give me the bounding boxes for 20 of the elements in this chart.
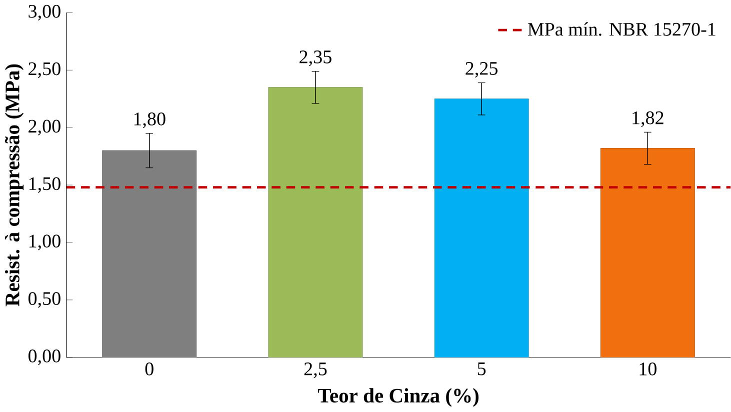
y-axis-title: Resist. à compressão (MPa) — [4, 64, 24, 306]
y-tick-label: 0,50 — [28, 292, 60, 308]
x-tick-label: 0 — [145, 362, 154, 376]
y-tick-label: 3,00 — [28, 5, 60, 21]
bar — [102, 150, 197, 358]
y-tick-label: 1,50 — [29, 177, 60, 193]
x-tick-label: 10 — [640, 362, 656, 376]
data-label: 2,35 — [300, 50, 332, 66]
x-axis-title: Teor de Cinza (%) — [318, 388, 479, 407]
data-label: 2,25 — [466, 62, 498, 78]
data-label: 1,80 — [134, 112, 166, 128]
legend-label: MPa mín. NBR 15270-1 — [528, 22, 716, 36]
x-tick-label: 2,5 — [304, 362, 327, 378]
bar — [268, 87, 363, 358]
y-tick-label: 0,00 — [28, 350, 60, 366]
y-tick-label: 1,00 — [29, 234, 60, 250]
data-label: 1,82 — [632, 112, 664, 128]
y-tick-label: 2,50 — [28, 62, 60, 78]
y-tick-label: 2,00 — [28, 120, 60, 136]
x-tick-label: 5 — [478, 362, 486, 376]
